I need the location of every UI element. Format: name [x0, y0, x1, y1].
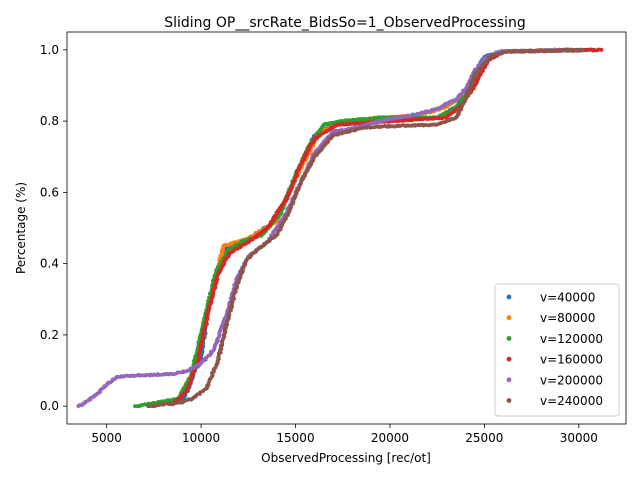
chart-title: Sliding OP__srcRate_BidsSo=1_ObservedPro…: [164, 15, 526, 31]
x-tick-label: 25000: [465, 431, 503, 445]
legend-box: [494, 283, 620, 417]
data-points: [76, 47, 604, 409]
legend: v=40000 v=80000 v=120000 v=160000 v=200000 v=…: [494, 283, 620, 417]
x-tick-label: 30000: [560, 431, 598, 445]
legend-label: v=200000: [540, 373, 603, 387]
series-v-240000: [146, 47, 585, 409]
plot-frame: [66, 31, 627, 425]
y-tick-label: 0.4: [40, 257, 59, 271]
y-tick-label: 1.0: [40, 43, 59, 57]
legend-marker: [506, 315, 512, 321]
legend-label: v=40000: [540, 291, 595, 305]
y-tick-label: 0.0: [40, 399, 59, 413]
x-tick-label: 20000: [371, 431, 409, 445]
legend-marker: [506, 356, 512, 362]
legend-marker: [506, 377, 512, 383]
legend-label: v=240000: [540, 394, 603, 408]
x-tick-label: 5000: [91, 431, 122, 445]
y-tick-label: 0.2: [40, 328, 59, 342]
legend-label: v=120000: [540, 332, 603, 346]
legend-marker: [506, 398, 512, 403]
y-axis-label: Percentage (%): [14, 182, 28, 274]
x-axis-label: ObservedProcessing [rec/ot]: [261, 451, 431, 465]
x-tick-label: 10000: [182, 431, 220, 445]
y-tick-label: 0.8: [40, 114, 59, 128]
x-tick-label: 15000: [276, 431, 314, 445]
legend-label: v=160000: [540, 353, 603, 367]
data-point: [580, 47, 585, 52]
legend-label: v=80000: [540, 311, 595, 325]
data-point: [599, 47, 604, 52]
legend-marker: [506, 294, 512, 300]
y-tick-label: 0.6: [40, 185, 59, 199]
legend-marker: [506, 336, 512, 341]
plot-axes: 5000 10000 15000 20000 25000 30000 0.0 0.2 0.4 0.…: [40, 43, 598, 445]
